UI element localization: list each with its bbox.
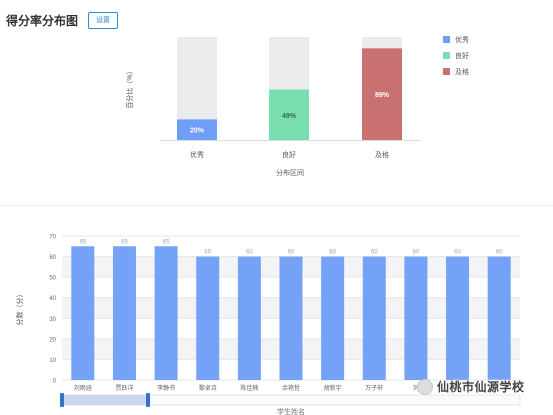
- x-tick-label: 刘: [413, 384, 419, 392]
- bar: [362, 256, 386, 380]
- watermark-text: 仙桃市仙源学校: [437, 380, 525, 394]
- y-tick-label: 20: [49, 337, 56, 343]
- x-tick-label: 李静书: [157, 384, 175, 392]
- section-divider: [0, 205, 553, 206]
- data-label: 60: [454, 250, 461, 256]
- y-axis-title: 分数（分）: [15, 291, 24, 326]
- x-tick-label: 刘雨涵: [74, 384, 92, 392]
- data-label: 65: [79, 239, 86, 245]
- x-tick-label: 及格: [375, 150, 389, 159]
- data-label: 20%: [190, 128, 205, 135]
- data-label: 60: [246, 250, 253, 256]
- x-tick-label: 良好: [282, 150, 296, 159]
- y-tick-label: 50: [49, 276, 56, 282]
- bar: [269, 89, 309, 140]
- data-label: 65: [121, 239, 128, 245]
- bar: [362, 48, 402, 140]
- y-axis-title: 百分比（%）: [125, 67, 134, 108]
- data-label: 60: [288, 250, 295, 256]
- y-tick-label: 0: [53, 379, 57, 385]
- data-label: 60: [371, 250, 378, 256]
- score-chart: 0 10 20 30 40 50 60 70 65 刘雨涵 65 贾跃洋 65 李静书 60 黎卓诗 60 陈佳楠…: [15, 235, 521, 415]
- y-tick-label: 70: [49, 235, 56, 241]
- bar: [154, 246, 178, 380]
- legend-swatch: [443, 52, 450, 59]
- data-label: 60: [413, 250, 420, 256]
- legend-swatch: [443, 68, 450, 75]
- data-label: 60: [329, 250, 336, 256]
- bar: [71, 246, 95, 380]
- x-axis-title: 分布区间: [276, 168, 304, 177]
- watermark: 仙桃市仙源学校: [417, 378, 525, 395]
- settings-button[interactable]: 设置: [88, 11, 119, 29]
- x-tick-label: 胡新宇: [324, 384, 342, 392]
- x-tick-label: 黎卓诗: [199, 384, 217, 392]
- x-tick-label: 优秀: [190, 150, 204, 159]
- data-label: 49%: [282, 113, 297, 120]
- x-tick-label: 万子轩: [365, 384, 383, 392]
- bar: [321, 256, 345, 380]
- data-label: 65: [163, 239, 170, 245]
- page-title: 得分率分布图: [6, 13, 79, 28]
- x-tick-label: 陈佳楠: [240, 384, 258, 392]
- y-tick-label: 60: [49, 255, 56, 261]
- y-tick-label: 40: [49, 296, 56, 302]
- y-tick-label: 30: [49, 317, 56, 323]
- data-label: 60: [204, 250, 211, 256]
- x-tick-label: 贾跃洋: [115, 384, 133, 392]
- bar: [487, 256, 511, 380]
- legend-swatch: [443, 36, 450, 43]
- x-axis-title: 学生姓名: [277, 407, 305, 415]
- bar: [112, 246, 136, 380]
- wechat-icon: [417, 378, 433, 395]
- bar: [196, 256, 220, 380]
- zoom-window: [62, 395, 148, 405]
- legend-label: 良好: [455, 51, 469, 60]
- bar: [446, 256, 470, 380]
- y-tick-label: 10: [49, 358, 56, 364]
- bar: [177, 119, 217, 140]
- zoom-handle[interactable]: [146, 393, 150, 407]
- data-label: 89%: [375, 92, 390, 99]
- legend-label: 及格: [455, 67, 469, 76]
- data-label: 60: [496, 250, 503, 256]
- header: 得分率分布图 设置: [6, 10, 119, 30]
- x-tick-label: 余艳哲: [282, 384, 300, 392]
- bar: [237, 256, 261, 380]
- bar: [279, 256, 303, 380]
- zoom-handle[interactable]: [60, 393, 64, 407]
- legend-label: 优秀: [455, 35, 469, 44]
- bar: [404, 256, 428, 380]
